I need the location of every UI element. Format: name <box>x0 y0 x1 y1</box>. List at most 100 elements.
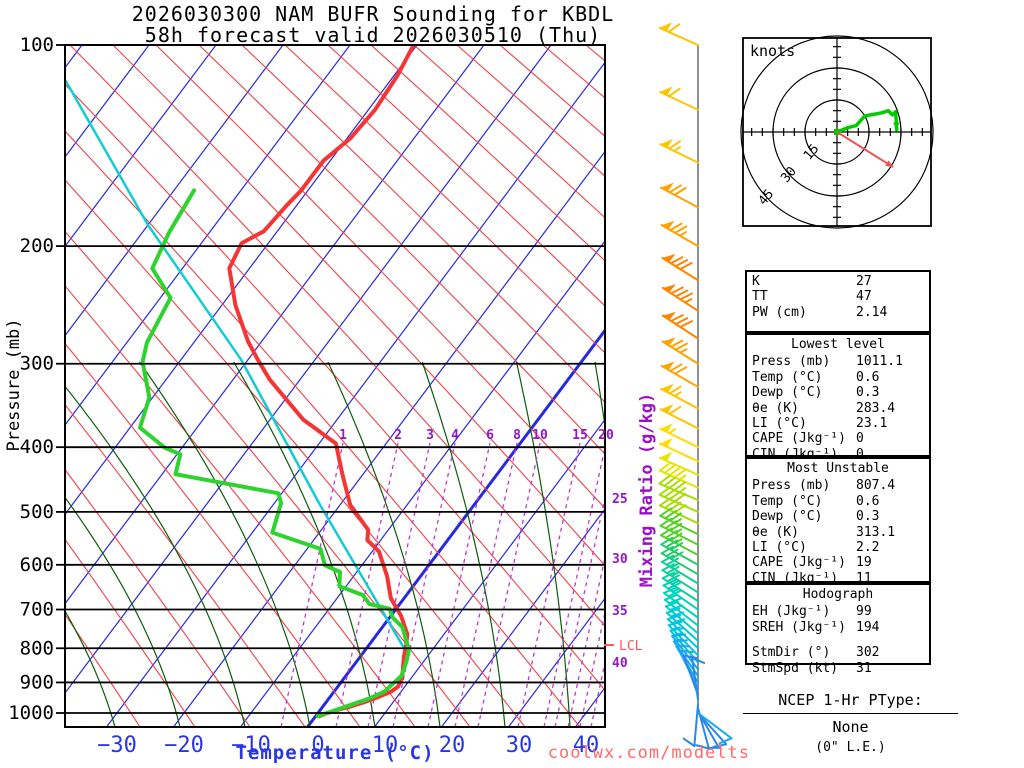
index-label: StmDir (°) <box>752 645 831 661</box>
wind-barb <box>697 712 728 748</box>
pressure-tick-label: 400 <box>20 436 54 458</box>
index-row: K 27 <box>752 274 924 289</box>
dry-adiabat-line <box>413 45 605 219</box>
index-row: Dewp (°C) 0.3 <box>752 509 924 524</box>
moist-adiabat-line <box>515 361 571 727</box>
index-label: Temp (°C) <box>752 493 823 509</box>
wind-barb <box>661 311 699 340</box>
mixing-ratio-line <box>543 444 605 727</box>
temperature-tick-label: 30 <box>506 733 533 758</box>
moist-adiabat-line <box>421 361 506 727</box>
index-value: 2.2 <box>856 540 880 556</box>
wind-barb <box>660 554 699 585</box>
index-value: 27 <box>856 274 872 289</box>
wind-barb <box>661 253 699 282</box>
index-value: 99 <box>856 604 872 620</box>
isotherm-line <box>441 507 605 727</box>
dry-adiabat-line <box>65 468 251 727</box>
index-label: K <box>752 274 760 289</box>
mixing-ratio-line <box>280 442 344 727</box>
storm-motion-arrowhead <box>885 160 894 168</box>
chart-title-line2: 58h forecast valid 2026030510 (Thu) <box>144 23 602 47</box>
hodograph-index-box: Hodograph EH (Jkg⁻¹) 99 SREH (Jkg⁻¹) 194 StmD… <box>745 583 931 676</box>
dry-adiabat-line <box>65 230 471 727</box>
mixing-ratio-lines <box>280 442 605 727</box>
hodograph-ring-label: 30 <box>778 164 800 186</box>
parcel-trace-curve <box>65 79 405 649</box>
wind-barb <box>659 423 699 449</box>
mixing-ratio-right-label: 25 <box>612 492 628 507</box>
temperature-tick-label: −20 <box>164 733 204 758</box>
pressure-tick-label: 100 <box>20 34 54 56</box>
hodograph-units-label: knots <box>750 42 796 60</box>
index-label: LI (°C) <box>752 540 807 556</box>
mixing-ratio-right-label: 40 <box>612 656 628 671</box>
mixing-ratio-label: 4 <box>451 428 459 443</box>
pressure-tick-label: 700 <box>20 599 54 621</box>
mixing-ratio-line <box>579 609 605 727</box>
wind-barb <box>691 657 706 701</box>
lowest-level-index-box: Lowest level Press (mb) 1011.1 Temp (°C) 0.6… <box>745 333 931 462</box>
index-value: 0 <box>856 431 864 447</box>
index-label: SREH (Jkg⁻¹) <box>752 619 846 635</box>
mixing-ratio-labels: 1 2 3 4 6 8 10 15 20 25 30 35 40 <box>339 428 628 671</box>
hodograph-ring <box>740 35 934 229</box>
dry-adiabat-line <box>65 342 361 727</box>
moist-adiabat-line <box>327 361 441 727</box>
dry-adiabat-line <box>65 83 605 692</box>
dry-adiabat-line <box>456 45 605 177</box>
dry-adiabat-line <box>327 45 605 307</box>
mixing-ratio-right-label: 30 <box>612 552 628 567</box>
moist-adiabat-line <box>65 610 116 727</box>
index-value: 11 <box>856 570 872 586</box>
isotherm-line <box>65 45 418 516</box>
wind-barb <box>659 404 699 430</box>
index-value: 23.1 <box>856 416 888 432</box>
index-row: EH (Jkg⁻¹) 99 <box>752 604 924 619</box>
index-value: 302 <box>856 645 880 661</box>
wind-barb <box>660 361 699 388</box>
temperature-tick-label: 10 <box>372 733 399 758</box>
temperature-tick-label: 40 <box>573 733 600 758</box>
mixing-ratio-label: 3 <box>426 428 434 443</box>
pressure-tick-label: 900 <box>20 671 54 693</box>
dry-adiabat-line <box>65 538 196 727</box>
mixing-ratio-line <box>392 442 456 727</box>
dry-adiabat-line <box>65 130 581 727</box>
index-row: Temp (°C) 0.6 <box>752 494 924 509</box>
index-section-header: Lowest level <box>791 337 885 352</box>
index-value: 313.1 <box>856 524 896 540</box>
moist-adiabat-line <box>65 496 181 727</box>
mixing-ratio-line <box>554 494 605 727</box>
isotherm-line <box>240 240 605 727</box>
wind-barb <box>658 22 699 46</box>
wind-barb-column <box>658 22 733 750</box>
index-label: PW (cm) <box>752 304 807 320</box>
index-value: 47 <box>856 289 872 305</box>
hodograph-trace-arrowhead <box>893 122 900 130</box>
mixing-ratio-right-label: 35 <box>612 604 628 619</box>
index-label: CAPE (Jkg⁻¹) <box>752 431 846 447</box>
dry-adiabat-line <box>284 45 605 354</box>
mixing-ratio-line <box>454 442 518 727</box>
wind-barb <box>658 461 699 489</box>
temperature-axis-label: Temperature (°C) <box>235 742 435 764</box>
index-value: 0.3 <box>856 385 880 401</box>
index-label: TT <box>752 289 768 305</box>
index-value: 0 <box>856 446 864 462</box>
wind-barb <box>661 337 699 365</box>
mixing-ratio-line <box>567 554 605 727</box>
dewpoint-curve <box>138 188 411 719</box>
isotherm-line <box>65 45 284 337</box>
moist-adiabat-line <box>594 361 605 430</box>
index-value: 283.4 <box>856 400 896 416</box>
wind-barb <box>660 220 699 248</box>
summary-index-box: K 27 TT 47 PW (cm) 2.14 <box>745 270 931 333</box>
index-label: EH (Jkg⁻¹) <box>752 604 831 620</box>
index-value: 31 <box>856 660 872 676</box>
isotherm-line <box>106 61 605 727</box>
mixing-ratio-line <box>517 442 581 727</box>
pressure-tick-label: 800 <box>20 637 54 659</box>
storm-motion-vector <box>836 131 894 168</box>
mixing-ratio-label: 2 <box>394 428 402 443</box>
